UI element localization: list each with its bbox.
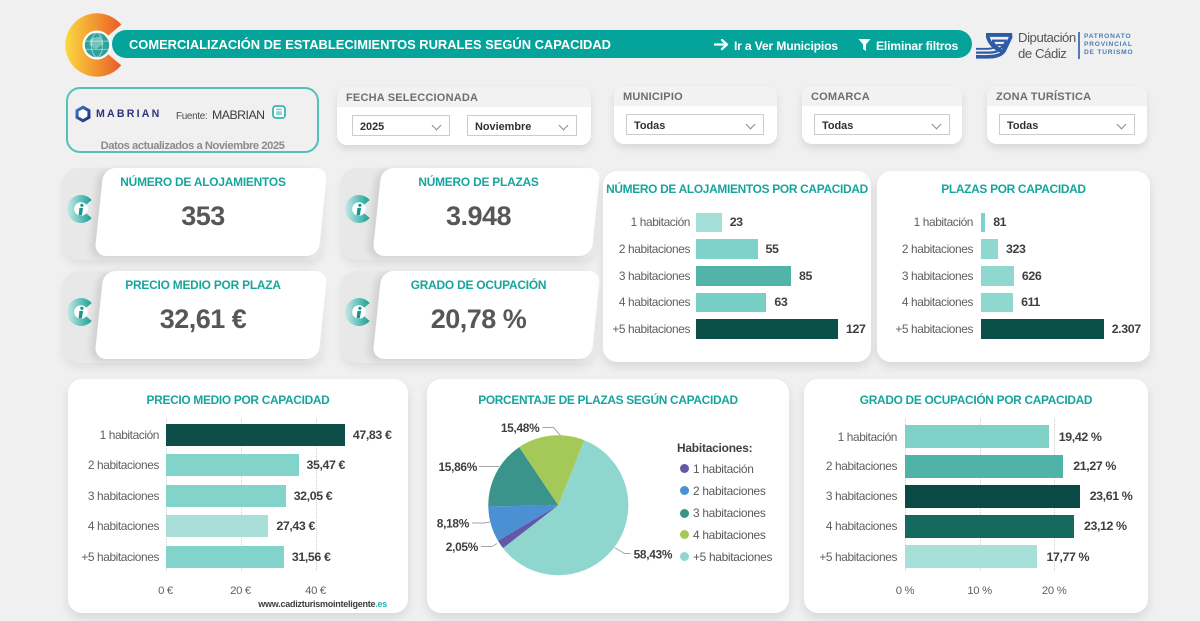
svg-text:58,43%: 58,43% xyxy=(634,548,673,562)
svg-text:15,48%: 15,48% xyxy=(501,421,540,435)
svg-text:2,05%: 2,05% xyxy=(446,540,479,554)
svg-text:8,18%: 8,18% xyxy=(437,517,470,531)
svg-text:15,86%: 15,86% xyxy=(438,460,477,474)
